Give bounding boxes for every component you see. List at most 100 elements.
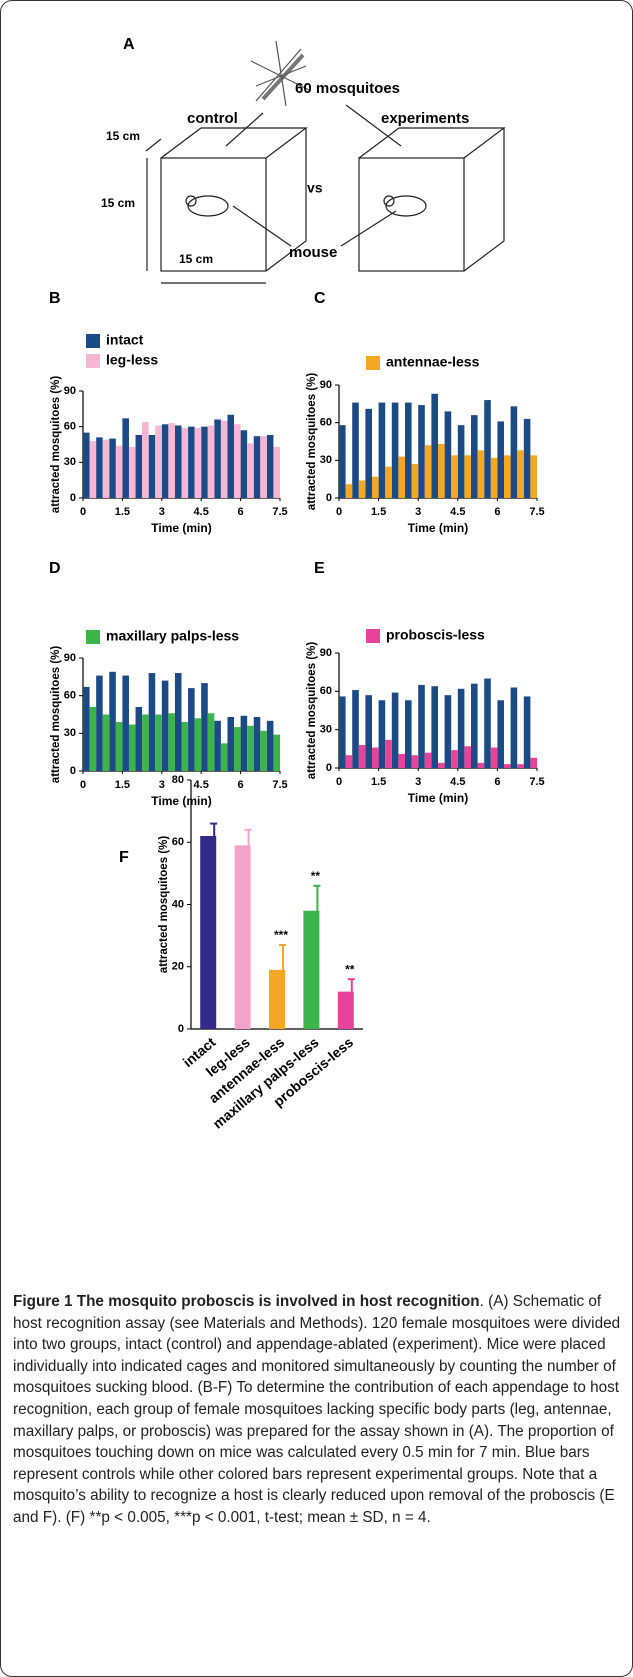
- height-label: 15 cm: [101, 196, 135, 210]
- bar: [273, 446, 280, 498]
- caption: Figure 1 The mosquito proboscis is invol…: [13, 1291, 621, 1529]
- bar: [484, 678, 491, 768]
- bar: [391, 402, 399, 498]
- panel-label: F: [119, 849, 129, 866]
- y-tick-label: 60: [172, 836, 184, 848]
- experiment-label: experiments: [381, 110, 469, 127]
- caption-body: . (A) Schematic of host recognition assa…: [13, 1293, 621, 1526]
- bar: [240, 715, 248, 771]
- bar: [378, 402, 386, 498]
- bar: [83, 432, 90, 498]
- x-tick-label: 6: [494, 776, 500, 788]
- y-tick-label: 0: [178, 1023, 184, 1035]
- bar: [135, 706, 143, 771]
- legend-swatch: [86, 354, 100, 368]
- bar: [411, 464, 419, 498]
- y-tick-label: 80: [172, 774, 184, 786]
- bar: [194, 718, 202, 771]
- bar: [188, 688, 195, 771]
- bar: [83, 686, 90, 771]
- x-axis-title: Time (min): [408, 791, 468, 805]
- x-tick-label: 4.5: [450, 506, 465, 518]
- bar: [372, 476, 379, 498]
- x-tick-label: 3: [415, 506, 421, 518]
- y-tick-label: 60: [64, 421, 76, 433]
- bar: [102, 439, 110, 498]
- bar: [451, 455, 458, 498]
- panel-label: C: [314, 290, 326, 307]
- bar: [523, 696, 531, 768]
- bar: [122, 418, 129, 498]
- bar: [89, 706, 97, 771]
- bar: [227, 717, 235, 771]
- legend-label: antennae-less: [386, 354, 480, 370]
- significance-label: **: [311, 869, 321, 883]
- bar: [352, 402, 359, 498]
- x-tick-label: 3: [159, 779, 165, 791]
- x-tick-label: 1.5: [115, 779, 130, 791]
- bar: [345, 484, 353, 498]
- y-axis-title: attracted mosquitoes (%): [158, 836, 170, 974]
- bar: [174, 673, 182, 771]
- legend-label: leg-less: [106, 352, 158, 368]
- x-tick-label: 3: [415, 776, 421, 788]
- bar: [477, 450, 485, 498]
- bar: [405, 402, 412, 498]
- y-tick-label: 90: [320, 379, 332, 391]
- panel-label: D: [49, 560, 61, 577]
- bar: [385, 739, 392, 768]
- bar: [418, 684, 425, 768]
- legend-swatch: [86, 334, 100, 348]
- bar: [530, 757, 537, 768]
- vs-label: vs: [307, 180, 323, 196]
- bar: [181, 722, 189, 771]
- bar: [168, 423, 175, 498]
- y-axis-title: attracted mosquitoes (%): [50, 646, 62, 784]
- x-tick-label: 4.5: [194, 506, 209, 518]
- bar: [266, 434, 274, 498]
- y-tick-label: 20: [172, 961, 184, 973]
- bar: [391, 692, 399, 768]
- bar: [247, 443, 254, 498]
- bar: [471, 683, 478, 768]
- legend-swatch: [366, 629, 380, 643]
- bar: [194, 427, 202, 498]
- panel-label: B: [49, 290, 61, 307]
- figure-panels: A 60 mosquitoes control experiments 15 c…: [49, 36, 545, 1131]
- bar: [109, 671, 116, 771]
- bar: [96, 675, 103, 771]
- x-tick-label: 0: [336, 506, 342, 518]
- bar: [418, 405, 425, 498]
- bar: [155, 425, 162, 498]
- bar: [457, 688, 465, 768]
- legend-swatch: [86, 630, 100, 644]
- significance-label: **: [345, 962, 355, 976]
- bar: [214, 419, 221, 498]
- bar: [484, 400, 491, 498]
- x-tick-label: 6: [238, 506, 244, 518]
- bar: [517, 450, 524, 498]
- bar: [510, 687, 518, 768]
- y-tick-label: 90: [64, 652, 76, 664]
- y-axis-title: attracted mosquitoes (%): [306, 373, 318, 511]
- bar: [135, 434, 143, 498]
- bar: [517, 764, 524, 768]
- y-tick-label: 90: [320, 647, 332, 659]
- bar: [490, 457, 498, 498]
- panel-label: E: [314, 560, 325, 577]
- bar: [504, 455, 511, 498]
- depth-label: 15 cm: [106, 129, 140, 143]
- bar: [438, 444, 445, 498]
- x-axis-title: Time (min): [151, 794, 211, 808]
- x-tick-label: 7.5: [272, 779, 287, 791]
- x-tick-label: 3: [159, 506, 165, 518]
- bar: [142, 714, 149, 771]
- y-tick-label: 30: [64, 456, 76, 468]
- bar: [339, 696, 346, 768]
- bar: [102, 714, 110, 771]
- bar: [253, 436, 261, 498]
- x-tick-label: 0: [336, 776, 342, 788]
- bar: [431, 393, 438, 498]
- bar: [188, 426, 195, 498]
